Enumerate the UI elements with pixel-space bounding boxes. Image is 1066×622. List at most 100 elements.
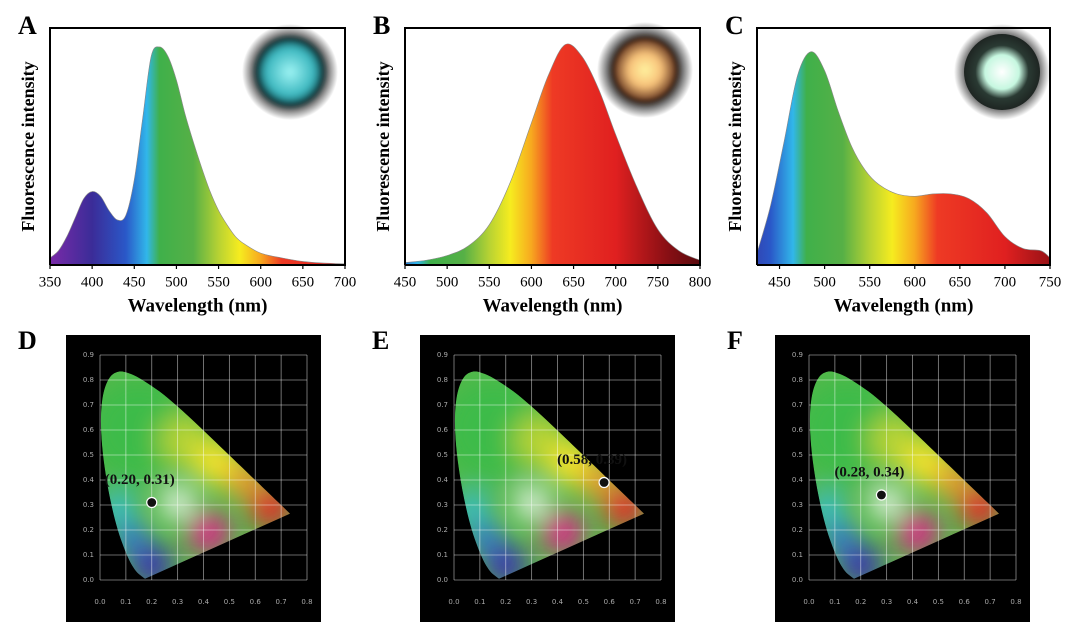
x-tick-label: 0.1 (829, 598, 840, 606)
x-tick-label: 600 (904, 274, 927, 290)
x-tick-label: 0.6 (604, 598, 616, 606)
x-tick-label: 650 (949, 274, 972, 290)
x-tick-label: 0.8 (1010, 598, 1021, 606)
panel-label: B (373, 11, 390, 40)
x-tick-label: 350 (39, 274, 62, 290)
x-tick-label: 0.8 (301, 598, 312, 606)
x-tick-label: 750 (647, 274, 670, 290)
x-tick-label: 0.8 (655, 598, 666, 606)
x-tick-label: 0.3 (881, 598, 892, 606)
panel-label: F (727, 326, 743, 355)
x-tick-label: 0.5 (224, 598, 235, 606)
x-tick-label: 0.2 (855, 598, 866, 606)
panel-label: A (18, 11, 37, 40)
gamut-color (541, 511, 584, 554)
y-tick-label: 0.3 (83, 501, 94, 509)
panel-label: E (372, 326, 389, 355)
x-tick-label: 0.1 (474, 598, 485, 606)
insets (242, 22, 1050, 120)
spectrum-area (756, 51, 1051, 266)
x-tick-label: 600 (249, 274, 272, 290)
x-tick-label: 0.4 (198, 598, 210, 606)
x-tick-label: 0.0 (448, 598, 459, 606)
y-tick-label: 0.0 (83, 576, 94, 584)
x-tick-label: 650 (292, 274, 315, 290)
gamut-color (896, 511, 939, 554)
x-tick-label: 600 (520, 274, 543, 290)
y-tick-label: 0.0 (792, 576, 803, 584)
x-tick-label: 400 (81, 274, 104, 290)
y-tick-label: 0.8 (792, 376, 803, 384)
y-tick-label: 0.4 (792, 476, 804, 484)
y-tick-label: 0.4 (83, 476, 95, 484)
axis-frame (756, 27, 1051, 266)
x-tick-label: 500 (165, 274, 188, 290)
x-tick-label: 0.0 (94, 598, 105, 606)
inset-photo (256, 38, 324, 106)
point-label: (0.58, 0.39) (557, 452, 627, 468)
y-tick-label: 0.3 (437, 501, 448, 509)
x-tick-label: 450 (394, 274, 417, 290)
x-tick-label: 0.5 (578, 598, 589, 606)
y-tick-label: 0.3 (792, 501, 803, 509)
y-tick-label: 0.6 (792, 426, 804, 434)
x-tick-label: 0.5 (933, 598, 944, 606)
x-tick-label: 550 (478, 274, 501, 290)
y-tick-label: 0.1 (792, 551, 803, 559)
y-tick-label: 0.7 (792, 401, 803, 409)
panel-label: C (725, 11, 744, 40)
x-tick-label: 800 (689, 274, 712, 290)
y-tick-label: 0.6 (437, 426, 449, 434)
y-axis-label: Fluorescence intensity (725, 61, 745, 231)
y-tick-label: 0.2 (83, 526, 94, 534)
x-tick-label: 0.1 (120, 598, 131, 606)
x-tick-label: 450 (123, 274, 146, 290)
point (875, 489, 888, 501)
y-tick-label: 0.9 (437, 351, 448, 359)
y-tick-label: 0.1 (83, 551, 94, 559)
x-tick-label: 0.7 (276, 598, 287, 606)
point-label: (0.20, 0.31) (105, 472, 175, 488)
y-tick-label: 0.8 (437, 376, 448, 384)
x-tick-label: 0.2 (500, 598, 511, 606)
x-tick-label: 0.6 (959, 598, 971, 606)
y-axis-label: Fluorescence intensity (373, 61, 393, 231)
x-tick-label: 550 (858, 274, 881, 290)
spectrum-area (404, 43, 701, 266)
y-tick-label: 0.8 (83, 376, 94, 384)
y-tick-label: 0.4 (437, 476, 449, 484)
y-axis-label: Fluorescence intensity (18, 61, 38, 231)
x-tick-label: 0.7 (985, 598, 996, 606)
x-tick-label: 0.4 (552, 598, 564, 606)
x-tick-label: 0.7 (630, 598, 641, 606)
x-tick-label: 0.3 (526, 598, 537, 606)
point (598, 476, 610, 489)
point (146, 496, 158, 509)
x-axis-label: Wavelength (nm) (834, 295, 974, 316)
y-tick-label: 0.2 (437, 526, 448, 534)
x-tick-label: 750 (1039, 274, 1062, 290)
x-axis-label: Wavelength (nm) (128, 295, 268, 316)
y-tick-label: 0.9 (83, 351, 94, 359)
axis-frame (404, 27, 701, 266)
inset-photo (613, 38, 677, 102)
x-tick-label: 700 (994, 274, 1017, 290)
inset-photo (964, 34, 1040, 110)
x-tick-label: 0.6 (250, 598, 262, 606)
x-tick-label: 0.2 (146, 598, 157, 606)
x-tick-label: 650 (562, 274, 585, 290)
x-tick-label: 700 (604, 274, 627, 290)
y-tick-label: 0.2 (792, 526, 803, 534)
gamut-color (187, 511, 230, 554)
x-axis-label: Wavelength (nm) (483, 295, 623, 316)
x-tick-label: 450 (768, 274, 791, 290)
y-tick-label: 0.6 (83, 426, 95, 434)
x-tick-label: 700 (334, 274, 357, 290)
axis-frame (49, 27, 346, 266)
y-tick-label: 0.5 (792, 451, 803, 459)
y-tick-label: 0.7 (83, 401, 94, 409)
y-tick-label: 0.5 (83, 451, 94, 459)
spectrum-area (49, 46, 346, 266)
